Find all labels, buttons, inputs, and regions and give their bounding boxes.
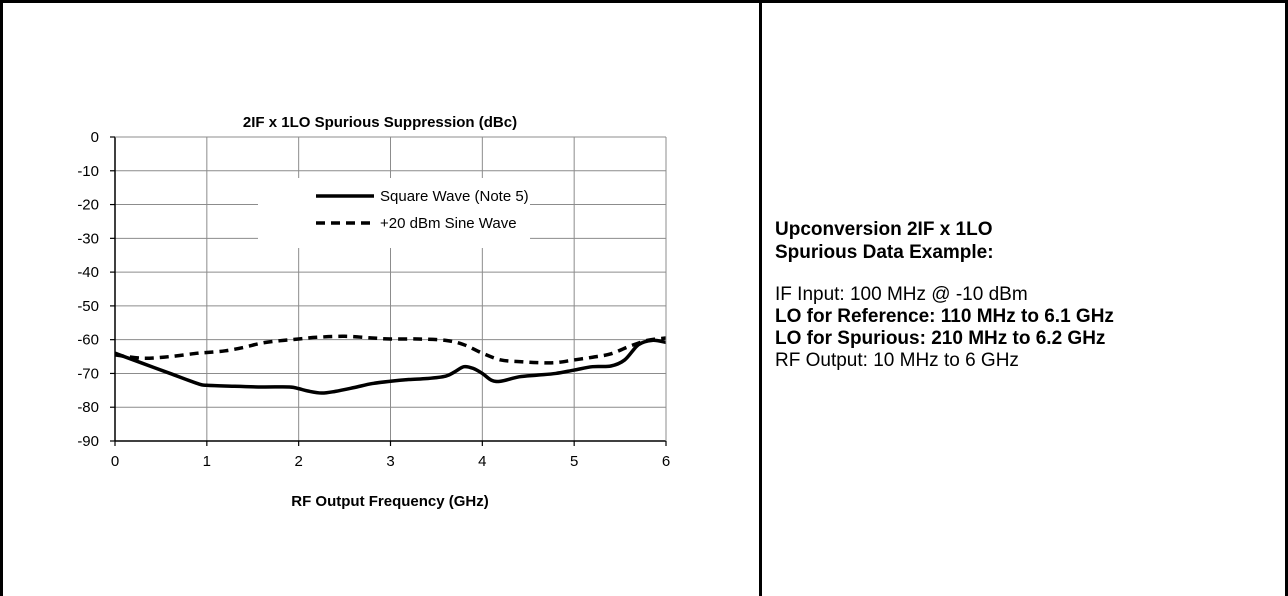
lo-spurious-text: LO for Spurious: 210 MHz to 6.2 GHz (775, 328, 1106, 349)
legend-box (258, 178, 530, 248)
y-tick-label: -60 (77, 332, 99, 349)
y-tick-label: -80 (77, 399, 99, 416)
legend-label-2: +20 dBm Sine Wave (380, 215, 517, 232)
series-lines (114, 334, 667, 395)
chart-panel: 0 -10 -20 -30 -40 -50 -60 -70 -80 -90 0 1 2 3 4 5 6 Squa… (3, 3, 759, 596)
x-tick-label: 5 (570, 453, 578, 470)
y-tick-label: -30 (77, 230, 99, 247)
y-tick-label: -70 (77, 365, 99, 382)
rf-output-text: RF Output: 10 MHz to 6 GHz (775, 350, 1019, 371)
y-tick-label: -10 (77, 163, 99, 180)
tick-labels: 0 -10 -20 -30 -40 -50 -60 -70 -80 -90 0 1 2 3 4 5 6 (77, 129, 670, 470)
x-tick-label: 6 (662, 453, 670, 470)
if-input-text: IF Input: 100 MHz @ -10 dBm (775, 284, 1028, 305)
series-line-1 (114, 338, 667, 395)
x-tick-label: 3 (386, 453, 394, 470)
x-tick-label: 2 (294, 453, 302, 470)
y-tick-label: -50 (77, 298, 99, 315)
spurious-chart: 0 -10 -20 -30 -40 -50 -60 -70 -80 -90 0 1 2 3 4 5 6 Squa… (77, 114, 670, 510)
chart-title: 2IF x 1LO Spurious Suppression (dBc) (243, 114, 517, 131)
info-heading-line-2: Spurious Data Example: (775, 242, 994, 263)
y-tick-label: -20 (77, 197, 99, 214)
legend-label-1: Square Wave (Note 5) (380, 188, 529, 205)
y-tick-label: 0 (91, 129, 99, 146)
legend: Square Wave (Note 5) +20 dBm Sine Wave (258, 178, 530, 248)
x-tick-label: 4 (478, 453, 486, 470)
info-panel: Upconversion 2IF x 1LO Spurious Data Exa… (775, 218, 1275, 372)
x-tick-label: 0 (111, 453, 119, 470)
plot-axes (110, 136, 667, 446)
lo-reference-text: LO for Reference: 110 MHz to 6.1 GHz (775, 306, 1114, 327)
x-axis-label: RF Output Frequency (GHz) (291, 493, 489, 510)
y-tick-label: -90 (77, 433, 99, 450)
x-tick-label: 1 (203, 453, 211, 470)
column-divider (759, 0, 762, 596)
y-tick-label: -40 (77, 264, 99, 281)
info-heading: Upconversion 2IF x 1LO Spurious Data Exa… (775, 218, 1275, 264)
info-heading-line-1: Upconversion 2IF x 1LO (775, 219, 993, 240)
series-line-2 (114, 334, 667, 365)
